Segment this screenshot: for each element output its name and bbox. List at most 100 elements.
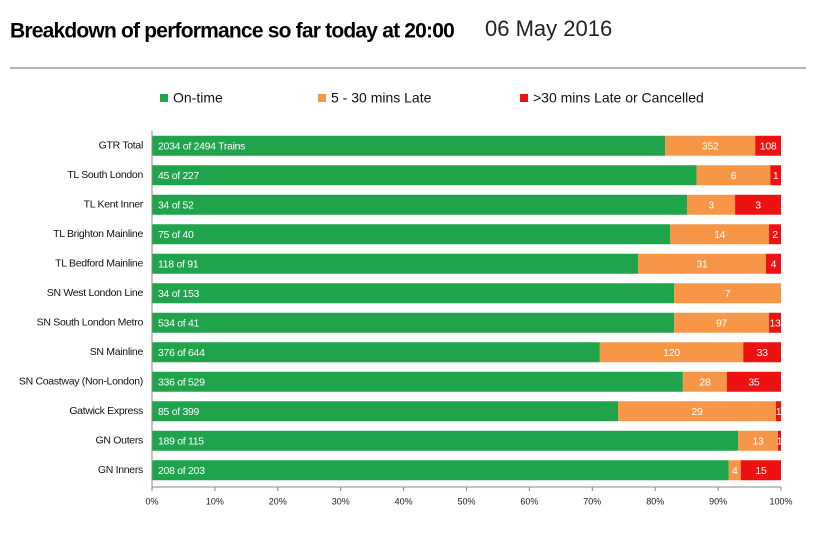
bar-segment	[152, 401, 619, 422]
segment-label: 4	[771, 259, 777, 271]
bar-segment	[738, 430, 778, 451]
x-tick-label: 60%	[520, 496, 538, 506]
category-label: TL Bedford Mainline	[55, 258, 143, 270]
bar-segment	[152, 135, 666, 156]
bar-segment	[152, 253, 639, 274]
bar-segment	[152, 194, 688, 215]
bar-segment	[769, 312, 781, 333]
chart-title: Breakdown of performance so far today at…	[10, 20, 454, 43]
bar-segment	[769, 224, 781, 245]
segment-label: 120	[663, 347, 680, 359]
segment-label: 97	[716, 318, 728, 330]
category-label: TL Brighton Mainline	[53, 228, 143, 240]
bar-segment	[152, 224, 671, 245]
segment-label: 1	[773, 170, 779, 182]
segment-label: 2	[772, 229, 778, 241]
x-tick-label: 0%	[145, 496, 158, 506]
bar-segment	[770, 165, 781, 186]
category-label: SN West London Line	[47, 287, 144, 299]
legend-swatch	[160, 94, 168, 102]
x-tick-label: 80%	[646, 496, 664, 506]
bar-segment	[152, 371, 683, 392]
bar-segment	[674, 283, 781, 304]
segment-label: 189 of 115	[158, 436, 204, 448]
segment-label: 3	[755, 200, 761, 212]
segment-label: 28	[699, 377, 711, 389]
segment-label: 35	[748, 377, 760, 389]
bar-segment	[670, 224, 770, 245]
legend-swatch	[520, 94, 528, 102]
segment-label: 6	[731, 170, 737, 182]
segment-label: 534 of 41	[158, 318, 200, 330]
segment-label: 7	[725, 288, 731, 300]
bar-segment	[618, 401, 776, 422]
bar-segment	[152, 342, 600, 363]
bar-segment	[765, 253, 781, 274]
bar-segment	[674, 312, 770, 333]
segment-label: 1	[777, 436, 783, 448]
segment-label: 376 of 644	[158, 347, 205, 359]
x-tick-label: 40%	[395, 496, 413, 506]
bar-segment	[152, 165, 697, 186]
bar-segment	[755, 135, 781, 156]
segment-label: 336 of 529	[158, 377, 205, 389]
segment-label: 3	[708, 200, 714, 212]
legend-label: On-time	[173, 90, 223, 106]
segment-label: 34 of 52	[158, 200, 194, 212]
segment-label: 1	[776, 406, 782, 418]
category-label: Gatwick Express	[69, 405, 143, 417]
segment-label: 352	[702, 141, 719, 153]
segment-label: 29	[691, 406, 703, 418]
segment-label: 31	[697, 259, 709, 271]
category-label: GN Inners	[98, 464, 143, 476]
x-tick-label: 90%	[709, 496, 727, 506]
bar-segment	[740, 460, 781, 481]
segment-label: 118 of 91	[158, 259, 199, 271]
segment-label: 34 of 153	[158, 288, 200, 300]
bar-segment	[152, 430, 739, 451]
category-label: GTR Total	[99, 140, 143, 152]
bar-segment	[152, 312, 675, 333]
segment-label: 85 of 399	[158, 406, 200, 418]
bar-segment	[743, 342, 781, 363]
legend-swatch	[318, 94, 326, 102]
segment-label: 2034 of 2494 Trains	[158, 141, 245, 153]
category-label: TL South London	[67, 169, 143, 181]
segment-label: 108	[760, 141, 777, 153]
category-label: SN Mainline	[90, 346, 144, 358]
category-label: SN South London Metro	[37, 317, 144, 329]
bar-segment	[152, 283, 675, 304]
bar-segment	[665, 135, 756, 156]
bar-segment	[687, 194, 736, 215]
segment-label: 15	[755, 465, 767, 477]
bar-segment	[726, 371, 781, 392]
x-tick-label: 10%	[206, 496, 224, 506]
segment-label: 14	[714, 229, 726, 241]
bar-segment	[735, 194, 781, 215]
x-tick-label: 100%	[769, 496, 792, 506]
category-label: SN Coastway (Non-London)	[19, 376, 143, 388]
x-tick-label: 70%	[583, 496, 601, 506]
legend-label: >30 mins Late or Cancelled	[533, 90, 704, 106]
bar-segment	[152, 460, 729, 481]
segment-label: 75 of 40	[158, 229, 194, 241]
bar-segment	[775, 401, 781, 422]
bar-segment	[638, 253, 766, 274]
bar-segment	[728, 460, 741, 481]
x-tick-label: 20%	[269, 496, 287, 506]
segment-label: 4	[732, 465, 738, 477]
segment-label: 13	[769, 318, 781, 330]
date: 06 May 2016	[485, 16, 612, 41]
bar-segment	[696, 165, 771, 186]
bar-segment	[682, 371, 727, 392]
bar-segment	[599, 342, 744, 363]
segment-label: 45 of 227	[158, 170, 200, 182]
x-tick-label: 50%	[457, 496, 475, 506]
segment-label: 208 of 203	[158, 465, 205, 477]
category-label: TL Kent Inner	[84, 199, 144, 211]
segment-label: 13	[752, 436, 764, 448]
x-tick-label: 30%	[332, 496, 350, 506]
segment-label: 33	[757, 347, 769, 359]
bar-segment	[777, 430, 781, 451]
